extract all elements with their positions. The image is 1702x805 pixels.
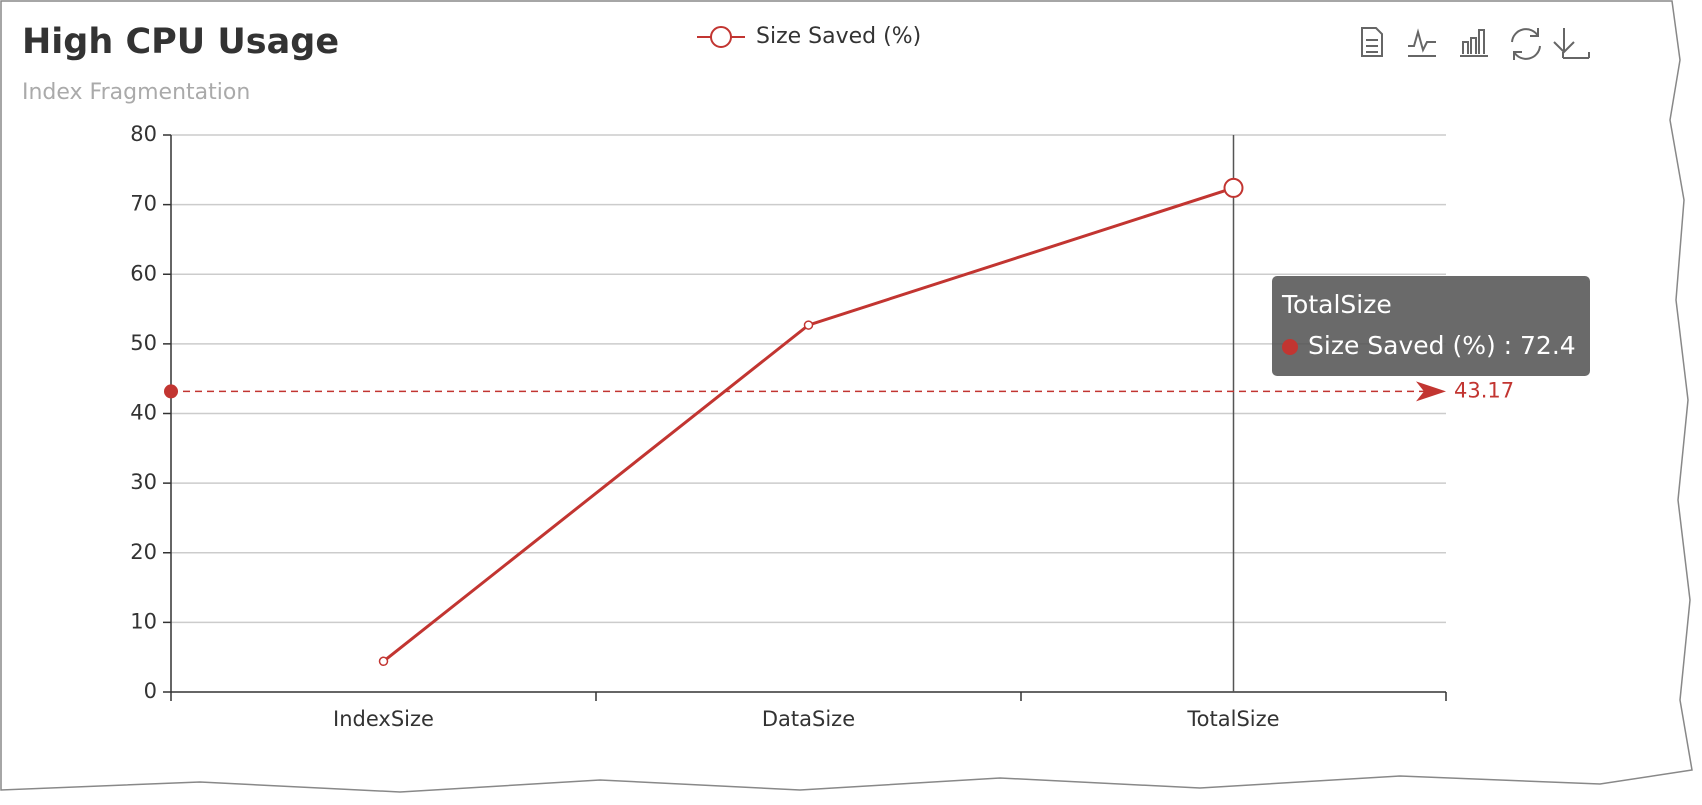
tooltip-dot <box>1282 339 1298 355</box>
x-tick-label: IndexSize <box>333 707 434 731</box>
y-tick-label: 0 <box>144 679 157 703</box>
y-tick-label: 60 <box>130 261 157 285</box>
y-tick-label: 10 <box>130 609 157 633</box>
toolbox[interactable] <box>1361 27 1590 60</box>
y-tick-label: 70 <box>130 192 157 216</box>
data-point <box>803 320 814 330</box>
legend-marker <box>710 26 732 48</box>
mark-line-start <box>164 384 178 399</box>
y-tick-label: 80 <box>130 122 157 146</box>
data-point <box>378 656 389 667</box>
bar-icon[interactable] <box>1460 29 1488 57</box>
legend-label: Size Saved (%) <box>756 24 921 49</box>
chart-title: High CPU Usage <box>22 22 339 62</box>
chart-subtitle: Index Fragmentation <box>22 80 250 105</box>
save-icon[interactable] <box>1553 28 1590 59</box>
x-tick-label: DataSize <box>762 707 855 731</box>
y-tick-label: 50 <box>130 331 157 355</box>
mark-line-arrow <box>1416 381 1446 402</box>
y-tick-label: 30 <box>130 470 157 494</box>
tooltip-box <box>1272 276 1590 376</box>
restore-icon[interactable] <box>1511 28 1541 60</box>
x-tick-label: TotalSize <box>1186 707 1279 731</box>
y-tick-label: 40 <box>130 401 157 425</box>
data-view-icon[interactable] <box>1361 27 1383 57</box>
y-tick-label: 20 <box>130 540 157 564</box>
data-point <box>1223 177 1244 198</box>
line-icon[interactable] <box>1408 28 1436 57</box>
tooltip-text: Size Saved (%) : 72.4 <box>1308 331 1576 360</box>
tooltip-title: TotalSize <box>1281 290 1392 319</box>
paper-frame <box>0 0 1693 793</box>
mark-line-label: 43.17 <box>1454 378 1514 402</box>
